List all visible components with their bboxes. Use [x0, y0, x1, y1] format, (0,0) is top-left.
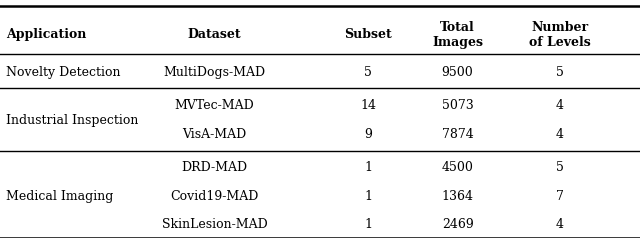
Text: 1: 1	[364, 190, 372, 203]
Text: Industrial Inspection: Industrial Inspection	[6, 114, 139, 127]
Text: 4: 4	[556, 99, 564, 112]
Text: 5: 5	[556, 161, 564, 174]
Text: 2469: 2469	[442, 218, 474, 231]
Text: Dataset: Dataset	[188, 28, 241, 41]
Text: 1: 1	[364, 218, 372, 231]
Text: 1: 1	[364, 161, 372, 174]
Text: Application: Application	[6, 28, 87, 41]
Text: Medical Imaging: Medical Imaging	[6, 190, 114, 203]
Text: MultiDogs-MAD: MultiDogs-MAD	[163, 66, 266, 79]
Text: 4: 4	[556, 218, 564, 231]
Text: Covid19-MAD: Covid19-MAD	[170, 190, 259, 203]
Text: VisA-MAD: VisA-MAD	[182, 128, 246, 141]
Text: DRD-MAD: DRD-MAD	[181, 161, 248, 174]
Text: Novelty Detection: Novelty Detection	[6, 66, 121, 79]
Text: Total
Images: Total Images	[432, 20, 483, 49]
Text: SkinLesion-MAD: SkinLesion-MAD	[161, 218, 268, 231]
Text: MVTec-MAD: MVTec-MAD	[175, 99, 254, 112]
Text: 7: 7	[556, 190, 564, 203]
Text: 1364: 1364	[442, 190, 474, 203]
Text: 5: 5	[364, 66, 372, 79]
Text: 4: 4	[556, 128, 564, 141]
Text: Number
of Levels: Number of Levels	[529, 20, 591, 49]
Text: 4500: 4500	[442, 161, 474, 174]
Text: 14: 14	[360, 99, 376, 112]
Text: Subset: Subset	[344, 28, 392, 41]
Text: 9: 9	[364, 128, 372, 141]
Text: 5073: 5073	[442, 99, 474, 112]
Text: 5: 5	[556, 66, 564, 79]
Text: 7874: 7874	[442, 128, 474, 141]
Text: 9500: 9500	[442, 66, 474, 79]
